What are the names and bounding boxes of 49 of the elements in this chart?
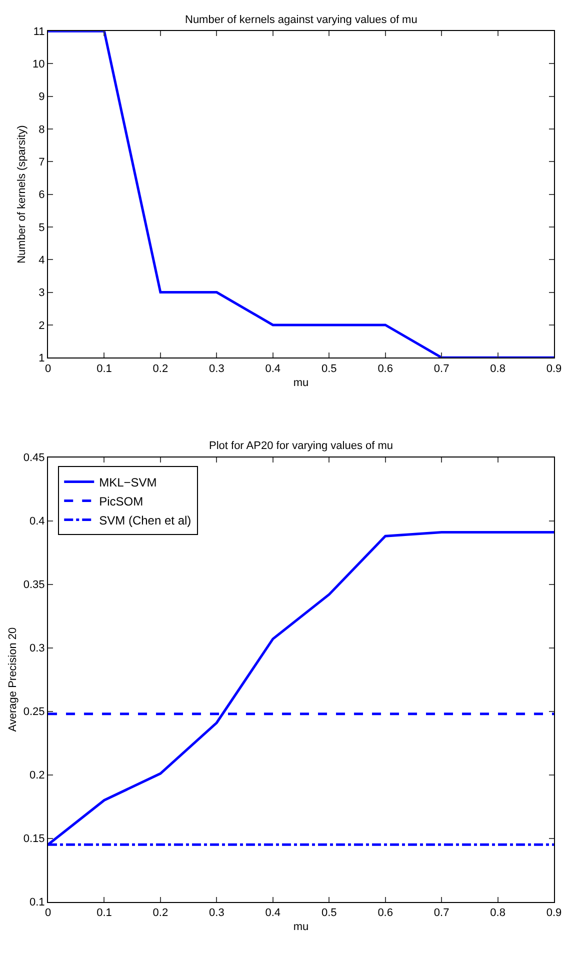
line-series xyxy=(48,31,554,358)
chart-title: Plot for AP20 for varying values of mu xyxy=(209,440,394,452)
x-tick-label: 0.3 xyxy=(209,906,224,919)
legend-label: MKL−SVM xyxy=(99,475,157,490)
x-tick-label: 0.6 xyxy=(378,362,393,375)
y-tick-label: 10 xyxy=(32,58,45,71)
x-tick-label: 0.4 xyxy=(265,906,281,919)
legend-label: SVM (Chen et al) xyxy=(99,513,192,528)
y-tick-label: 2 xyxy=(38,320,45,332)
x-tick-label: 0.4 xyxy=(265,362,281,375)
x-tick-label: 0.1 xyxy=(96,362,112,375)
x-tick-label: 0.3 xyxy=(209,362,224,375)
x-tick-label: 0.5 xyxy=(321,906,337,919)
x-tick-label: 0.7 xyxy=(434,906,450,919)
x-tick-label: 0.1 xyxy=(96,906,112,919)
x-tick-label: 0.8 xyxy=(490,362,506,375)
y-tick-label: 3 xyxy=(38,287,45,300)
y-tick-label: 0.3 xyxy=(30,642,45,655)
x-tick-label: 0 xyxy=(44,906,52,919)
x-axis-title: mu xyxy=(293,376,309,389)
y-tick-label: 0.45 xyxy=(23,452,45,464)
chart-title: Number of kernels against varying values of mu xyxy=(185,14,418,26)
x-tick-label: 0.5 xyxy=(321,362,337,375)
y-tick-label: 0.15 xyxy=(23,833,45,846)
x-tick-label: 0.8 xyxy=(490,906,506,919)
x-tick-label: 0.6 xyxy=(378,906,393,919)
y-tick-label: 0.4 xyxy=(30,516,45,528)
x-tick-label: 0.9 xyxy=(546,906,562,919)
y-tick-label: 9 xyxy=(38,91,45,104)
y-tick-label: 0.1 xyxy=(30,896,45,909)
x-tick-label: 0.2 xyxy=(152,362,168,375)
legend-label: PicSOM xyxy=(99,494,144,508)
y-tick-label: 4 xyxy=(38,254,45,266)
y-tick-label: 0.35 xyxy=(23,579,45,592)
y-tick-label: 7 xyxy=(38,156,45,169)
x-axis-title: mu xyxy=(293,921,309,934)
x-tick-label: 0 xyxy=(44,362,52,375)
x-tick-label: 0.2 xyxy=(152,906,168,919)
y-tick-label: 0.2 xyxy=(30,770,45,782)
y-tick-label: 11 xyxy=(33,26,45,38)
y-tick-label: 5 xyxy=(38,222,45,234)
y-tick-label: 1 xyxy=(38,352,45,364)
x-tick-label: 0.7 xyxy=(434,362,450,375)
y-tick-label: 0.25 xyxy=(23,706,45,718)
x-tick-label: 0.9 xyxy=(546,362,562,375)
y-tick-label: 8 xyxy=(38,124,45,136)
y-axis-title: Average Precision 20 xyxy=(7,627,20,732)
y-tick-label: 6 xyxy=(38,189,45,202)
y-axis-title: Number of kernels (sparsity) xyxy=(16,125,28,264)
